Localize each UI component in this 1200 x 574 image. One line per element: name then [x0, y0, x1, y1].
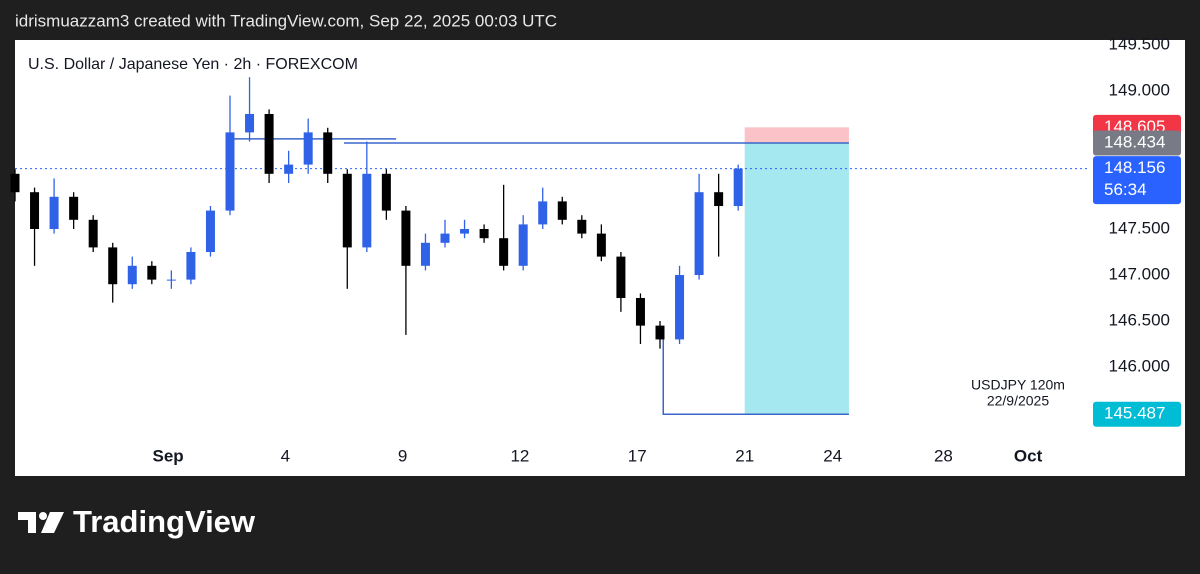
annotation: USDJPY 120m [971, 377, 1065, 393]
y-tick-label: 147.000 [1109, 264, 1170, 283]
candle-body [225, 132, 235, 211]
candle-body [479, 229, 489, 239]
logo-text: TradingView [73, 504, 256, 539]
last-price-label-box [1093, 156, 1181, 205]
x-tick-label: 28 [934, 446, 953, 465]
candle-body [30, 192, 40, 230]
candle-body [88, 219, 98, 248]
target-price-label-box [1093, 401, 1181, 427]
x-tick-label: 9 [398, 446, 407, 465]
trend-drawing [662, 330, 849, 415]
x-tick-label: 24 [823, 446, 842, 465]
candle-body [440, 233, 450, 243]
logo-icon [18, 512, 64, 533]
candle-body [714, 192, 724, 206]
candle-body [577, 219, 587, 234]
candle-body [460, 229, 470, 234]
candle-body [596, 233, 606, 257]
x-tick-label: 17 [628, 446, 647, 465]
candle-body [49, 196, 59, 230]
candle-body [127, 265, 137, 285]
candle-body [557, 201, 567, 220]
candle-body [499, 238, 509, 266]
x-tick-label: 21 [735, 446, 754, 465]
candle-body [518, 224, 528, 266]
x-tick-label: Oct [1014, 446, 1043, 465]
target-zone [744, 143, 849, 415]
x-tick-label: 4 [281, 446, 290, 465]
candle-body [245, 113, 255, 133]
entry-price-label-box [1093, 130, 1181, 156]
candle-body [420, 242, 430, 266]
candle-body [147, 265, 157, 280]
x-tick-label: 12 [510, 446, 529, 465]
candle-body [381, 173, 391, 211]
candle-body [733, 168, 743, 206]
x-tick-label: Sep [153, 446, 184, 465]
candle-body [264, 113, 274, 174]
y-tick-label: 149.500 [1109, 34, 1170, 53]
candle-body [655, 325, 665, 340]
entry-price-label: 148.434 [1104, 133, 1165, 152]
candle-body [342, 173, 352, 248]
candle-body [616, 256, 626, 299]
candle-body [186, 252, 196, 280]
candle-body [69, 196, 79, 220]
y-tick-label: 146.000 [1109, 357, 1170, 376]
candle-body [284, 164, 294, 174]
y-tick-label: 146.500 [1109, 311, 1170, 330]
candle-body [10, 173, 20, 193]
y-tick-label: 149.000 [1109, 80, 1170, 99]
chart-title: U.S. Dollar / Japanese Yen · 2h · FOREXC… [28, 56, 358, 73]
logo-part [41, 512, 64, 533]
candle-body [675, 275, 685, 340]
stop-zone [744, 127, 849, 144]
chart-panel [15, 40, 1185, 476]
target-price-label: 145.487 [1104, 404, 1165, 423]
y-tick-label: 147.500 [1109, 218, 1170, 237]
logo-part [18, 512, 36, 533]
candle-body [108, 247, 118, 285]
candle-body [401, 210, 411, 266]
candle-body [538, 201, 548, 225]
candle-body [694, 192, 704, 276]
candle-body [166, 279, 176, 281]
candle-body [205, 210, 215, 253]
candle-body [635, 298, 645, 326]
annotation: 22/9/2025 [987, 393, 1049, 409]
logo-part [39, 512, 47, 520]
candle-body [303, 132, 313, 165]
header-text: idrismuazzam3 created with TradingView.c… [15, 11, 557, 30]
candle-body [362, 173, 372, 248]
candle-body [323, 132, 333, 174]
countdown: 56:34 [1104, 180, 1147, 199]
last-price-label: 148.156 [1104, 158, 1165, 177]
